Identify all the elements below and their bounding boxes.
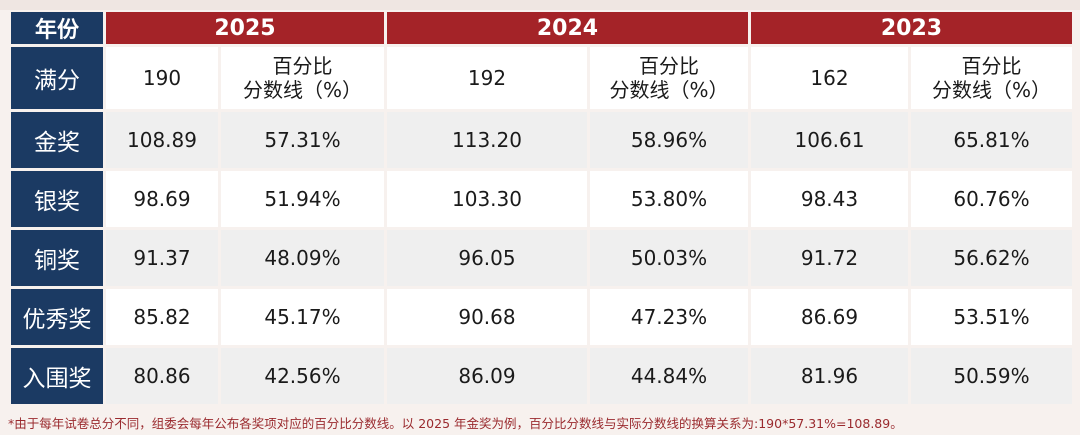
table-cell: 106.61 xyxy=(751,112,908,168)
table-cell: 91.72 xyxy=(751,230,908,286)
table-cell: 113.20 xyxy=(387,112,587,168)
table-cell: 98.43 xyxy=(751,171,908,227)
table-cell: 96.05 xyxy=(387,230,587,286)
table-cell: 44.84% xyxy=(590,348,748,404)
table-cell: 60.76% xyxy=(911,171,1072,227)
table-cell: 53.51% xyxy=(911,289,1072,345)
year-header-row: 年份 2025 2024 2023 xyxy=(11,12,1072,44)
table-cell: 53.80% xyxy=(590,171,748,227)
footnote: *由于每年试卷总分不同，组委会每年公布各奖项对应的百分比分数线。以 2025 年… xyxy=(8,416,903,431)
table-cell: 91.37 xyxy=(106,230,218,286)
table-cell: 65.81% xyxy=(911,112,1072,168)
table-cell: 80.86 xyxy=(106,348,218,404)
row-label-gold: 金奖 xyxy=(11,112,103,168)
table-row-excellence: 优秀奖 85.82 45.17% 90.68 47.23% 86.69 53.5… xyxy=(11,289,1072,345)
table-row-gold: 金奖 108.89 57.31% 113.20 58.96% 106.61 65… xyxy=(11,112,1072,168)
table-row-bronze: 铜奖 91.37 48.09% 96.05 50.03% 91.72 56.62… xyxy=(11,230,1072,286)
table-cell: 85.82 xyxy=(106,289,218,345)
year-corner-label: 年份 xyxy=(11,12,103,44)
pct-label-line: 百分比 xyxy=(961,54,1022,78)
full-marks-2023: 162 xyxy=(751,47,908,109)
score-table: 年份 2025 2024 2023 满分 190 百分比 分数线（%） 192 百… xyxy=(8,9,1075,407)
table-cell: 86.69 xyxy=(751,289,908,345)
table-row-silver: 银奖 98.69 51.94% 103.30 53.80% 98.43 60.7… xyxy=(11,171,1072,227)
row-label-bronze: 铜奖 xyxy=(11,230,103,286)
table-cell: 58.96% xyxy=(590,112,748,168)
pct-label-line: 分数线（%） xyxy=(609,78,729,102)
table-cell: 48.09% xyxy=(221,230,384,286)
pct-label-line: 分数线（%） xyxy=(242,78,362,102)
pct-label-line: 分数线（%） xyxy=(931,78,1051,102)
table-cell: 50.59% xyxy=(911,348,1072,404)
full-marks-2025: 190 xyxy=(106,47,218,109)
row-label-excellence: 优秀奖 xyxy=(11,289,103,345)
top-strip xyxy=(0,0,1080,10)
table-cell: 98.69 xyxy=(106,171,218,227)
year-header-2025: 2025 xyxy=(106,12,384,44)
year-header-2023: 2023 xyxy=(751,12,1072,44)
table-cell: 108.89 xyxy=(106,112,218,168)
table-cell: 56.62% xyxy=(911,230,1072,286)
pct-label-line: 百分比 xyxy=(272,54,333,78)
year-header-2024: 2024 xyxy=(387,12,748,44)
table-cell: 51.94% xyxy=(221,171,384,227)
pct-label-2024: 百分比 分数线（%） xyxy=(590,47,748,109)
table-cell: 90.68 xyxy=(387,289,587,345)
row-label-finalist: 入围奖 xyxy=(11,348,103,404)
table-cell: 45.17% xyxy=(221,289,384,345)
pct-label-line: 百分比 xyxy=(639,54,699,78)
table-cell: 103.30 xyxy=(387,171,587,227)
table-row-finalist: 入围奖 80.86 42.56% 86.09 44.84% 81.96 50.5… xyxy=(11,348,1072,404)
row-label-silver: 银奖 xyxy=(11,171,103,227)
table-cell: 57.31% xyxy=(221,112,384,168)
table-cell: 86.09 xyxy=(387,348,587,404)
full-marks-row: 满分 190 百分比 分数线（%） 192 百分比 分数线（%） 162 百分比 分数… xyxy=(11,47,1072,109)
pct-label-2023: 百分比 分数线（%） xyxy=(911,47,1072,109)
table-cell: 42.56% xyxy=(221,348,384,404)
full-marks-2024: 192 xyxy=(387,47,587,109)
table-cell: 50.03% xyxy=(590,230,748,286)
pct-label-2025: 百分比 分数线（%） xyxy=(221,47,384,109)
row-label-full-marks: 满分 xyxy=(11,47,103,109)
table-cell: 81.96 xyxy=(751,348,908,404)
table-cell: 47.23% xyxy=(590,289,748,345)
